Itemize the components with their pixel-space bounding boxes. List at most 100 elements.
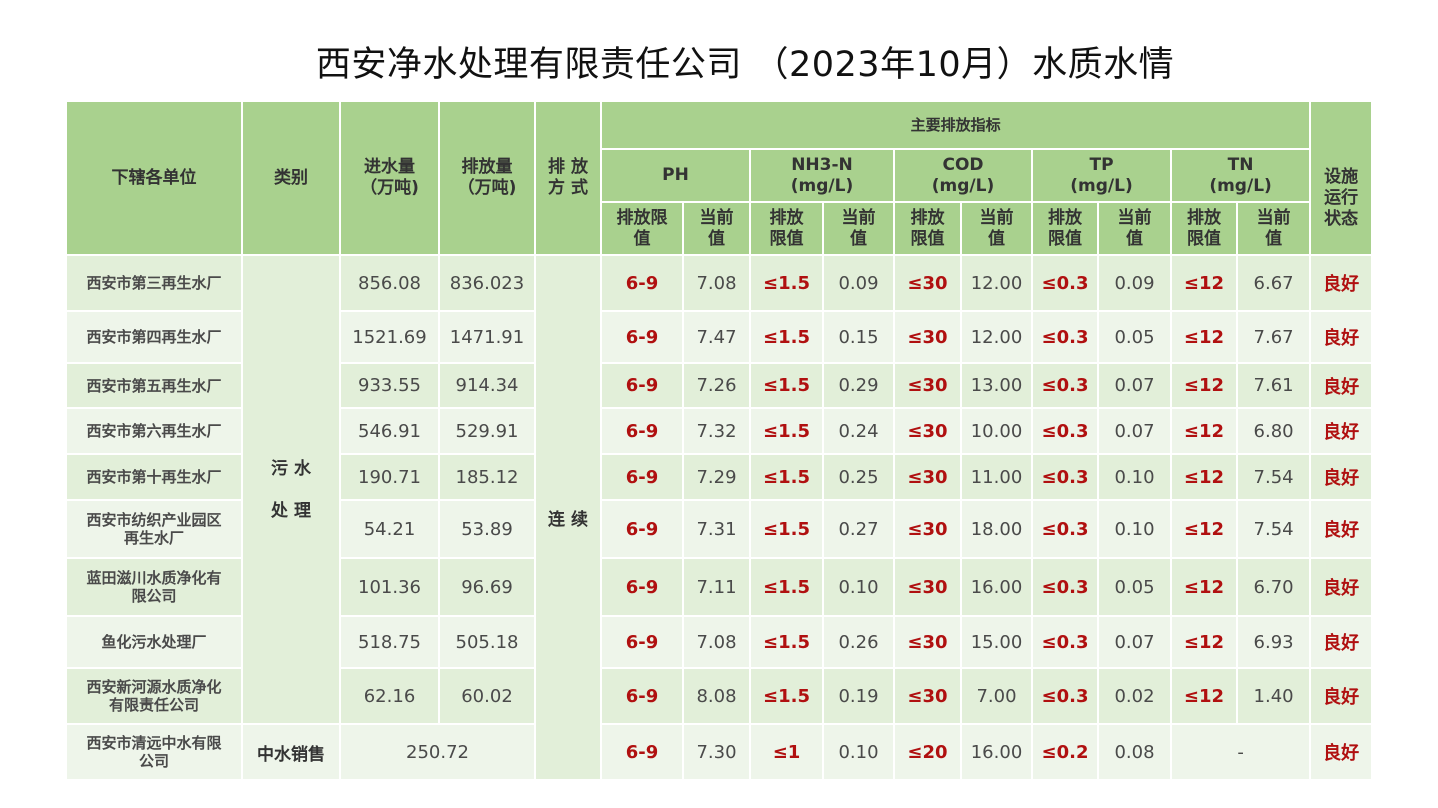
tn-limit: ≤12 — [1170, 407, 1238, 455]
nh3n-value: 0.15 — [822, 310, 895, 364]
unit-name: 蓝田滋川水质净化有 限公司 — [65, 557, 243, 617]
unit-name: 鱼化污水处理厂 — [65, 615, 243, 669]
cod-limit: ≤30 — [893, 453, 962, 501]
water-quality-table: 下辖各单位 类别 进水量 （万吨) 排放量 （万吨) 排 放 方 式 主要排放指… — [65, 100, 1374, 781]
nh3n-limit: ≤1.5 — [749, 407, 824, 455]
cod-limit: ≤30 — [893, 310, 962, 364]
page-title: 西安净水处理有限责任公司 （2023年10月）水质水情 — [315, 45, 1175, 85]
status-value: 良好 — [1309, 615, 1374, 669]
volume-value: 250.72 — [339, 723, 536, 781]
ph-value: 7.29 — [682, 453, 751, 501]
cod-value: 15.00 — [960, 615, 1033, 669]
cod-value: 12.00 — [960, 310, 1033, 364]
ph-limit: 6-9 — [600, 453, 684, 501]
table-row: 西安市清远中水有限 公司 中水销售 250.72 6-9 7.30 ≤1 0.10 ≤20 16… — [65, 723, 1374, 781]
tn-value: - — [1169, 723, 1312, 781]
ph-value: 7.47 — [682, 310, 751, 364]
tn-value: 7.54 — [1235, 499, 1312, 559]
tp-limit: ≤0.3 — [1031, 557, 1099, 617]
header-tn-current: 当前 值 — [1235, 201, 1312, 256]
ph-limit: 6-9 — [600, 557, 684, 617]
header-inflow: 进水量 （万吨) — [339, 100, 440, 256]
tp-limit: ≤0.2 — [1031, 723, 1099, 781]
inflow-value: 856.08 — [339, 254, 440, 312]
cod-limit: ≤20 — [893, 723, 962, 781]
ph-limit: 6-9 — [600, 723, 684, 781]
discharge-value: 914.34 — [438, 362, 536, 409]
tp-value: 0.10 — [1097, 499, 1172, 559]
unit-name: 西安市第四再生水厂 — [65, 310, 243, 364]
tn-limit: ≤12 — [1170, 499, 1238, 559]
ph-value: 7.08 — [682, 254, 751, 312]
discharge-value: 529.91 — [438, 407, 536, 455]
tn-value: 6.67 — [1235, 254, 1312, 312]
nh3n-limit: ≤1.5 — [749, 499, 824, 559]
nh3n-value: 0.10 — [822, 557, 895, 617]
status-value: 良好 — [1309, 310, 1374, 364]
nh3n-value: 0.26 — [822, 615, 895, 669]
nh3n-value: 0.09 — [822, 254, 895, 312]
cod-value: 11.00 — [960, 453, 1033, 501]
ph-limit: 6-9 — [600, 499, 684, 559]
inflow-value: 1521.69 — [339, 310, 440, 364]
tn-value: 6.70 — [1235, 557, 1312, 617]
tp-limit: ≤0.3 — [1031, 453, 1099, 501]
status-value: 良好 — [1309, 407, 1374, 455]
inflow-value: 54.21 — [339, 499, 440, 559]
ph-limit: 6-9 — [600, 407, 684, 455]
ph-value: 7.26 — [682, 362, 751, 409]
tp-value: 0.02 — [1097, 667, 1172, 725]
tp-value: 0.05 — [1097, 310, 1172, 364]
header-unit: 下辖各单位 — [65, 100, 243, 256]
ph-limit: 6-9 — [600, 615, 684, 669]
inflow-value: 933.55 — [339, 362, 440, 409]
tn-value: 6.93 — [1235, 615, 1312, 669]
header-category: 类别 — [241, 100, 341, 256]
status-value: 良好 — [1309, 254, 1374, 312]
tp-value: 0.08 — [1097, 723, 1172, 781]
table-row: 西安市第十再生水厂 190.71 185.12 6-9 7.29 ≤1.5 0.25 ≤30 1… — [65, 453, 1374, 501]
nh3n-value: 0.24 — [822, 407, 895, 455]
tn-limit: ≤12 — [1170, 453, 1238, 501]
discharge-value: 505.18 — [438, 615, 536, 669]
nh3n-limit: ≤1.5 — [749, 362, 824, 409]
inflow-value: 190.71 — [339, 453, 440, 501]
unit-name: 西安市第三再生水厂 — [65, 254, 243, 312]
unit-name: 西安市清远中水有限 公司 — [65, 723, 243, 781]
tp-limit: ≤0.3 — [1031, 667, 1099, 725]
cod-limit: ≤30 — [893, 407, 962, 455]
inflow-value: 518.75 — [339, 615, 440, 669]
inflow-value: 546.91 — [339, 407, 440, 455]
tp-limit: ≤0.3 — [1031, 254, 1099, 312]
header-cod-current: 当前 值 — [960, 201, 1033, 256]
header-status: 设施 运行 状态 — [1309, 100, 1374, 256]
header-ph-limit: 排放限 值 — [600, 201, 684, 256]
tp-value: 0.10 — [1097, 453, 1172, 501]
ph-limit: 6-9 — [600, 667, 684, 725]
tp-limit: ≤0.3 — [1031, 310, 1099, 364]
status-value: 良好 — [1309, 557, 1374, 617]
table-row: 西安市第四再生水厂 1521.69 1471.91 6-9 7.47 ≤1.5 0.15 ≤3… — [65, 310, 1374, 364]
header-tp-current: 当前 值 — [1097, 201, 1172, 256]
cod-value: 10.00 — [960, 407, 1033, 455]
ph-limit: 6-9 — [600, 310, 684, 364]
tp-value: 0.09 — [1097, 254, 1172, 312]
tn-value: 7.61 — [1235, 362, 1312, 409]
table-row: 蓝田滋川水质净化有 限公司 101.36 96.69 6-9 7.11 ≤1.5 0.10 ≤… — [65, 557, 1374, 617]
tp-value: 0.07 — [1097, 362, 1172, 409]
nh3n-limit: ≤1.5 — [749, 453, 824, 501]
ph-limit: 6-9 — [600, 254, 684, 312]
unit-name: 西安市第十再生水厂 — [65, 453, 243, 501]
tn-value: 7.54 — [1235, 453, 1312, 501]
header-cod: COD (mg/L) — [893, 148, 1033, 203]
cod-value: 16.00 — [960, 723, 1033, 781]
ph-value: 7.32 — [682, 407, 751, 455]
nh3n-value: 0.27 — [822, 499, 895, 559]
header-nh3n: NH3-N (mg/L) — [749, 148, 895, 203]
tp-limit: ≤0.3 — [1031, 615, 1099, 669]
discharge-value: 60.02 — [438, 667, 536, 725]
nh3n-limit: ≤1.5 — [749, 667, 824, 725]
unit-name: 西安新河源水质净化 有限责任公司 — [65, 667, 243, 725]
header-ph: PH — [600, 148, 751, 203]
nh3n-value: 0.10 — [822, 723, 895, 781]
